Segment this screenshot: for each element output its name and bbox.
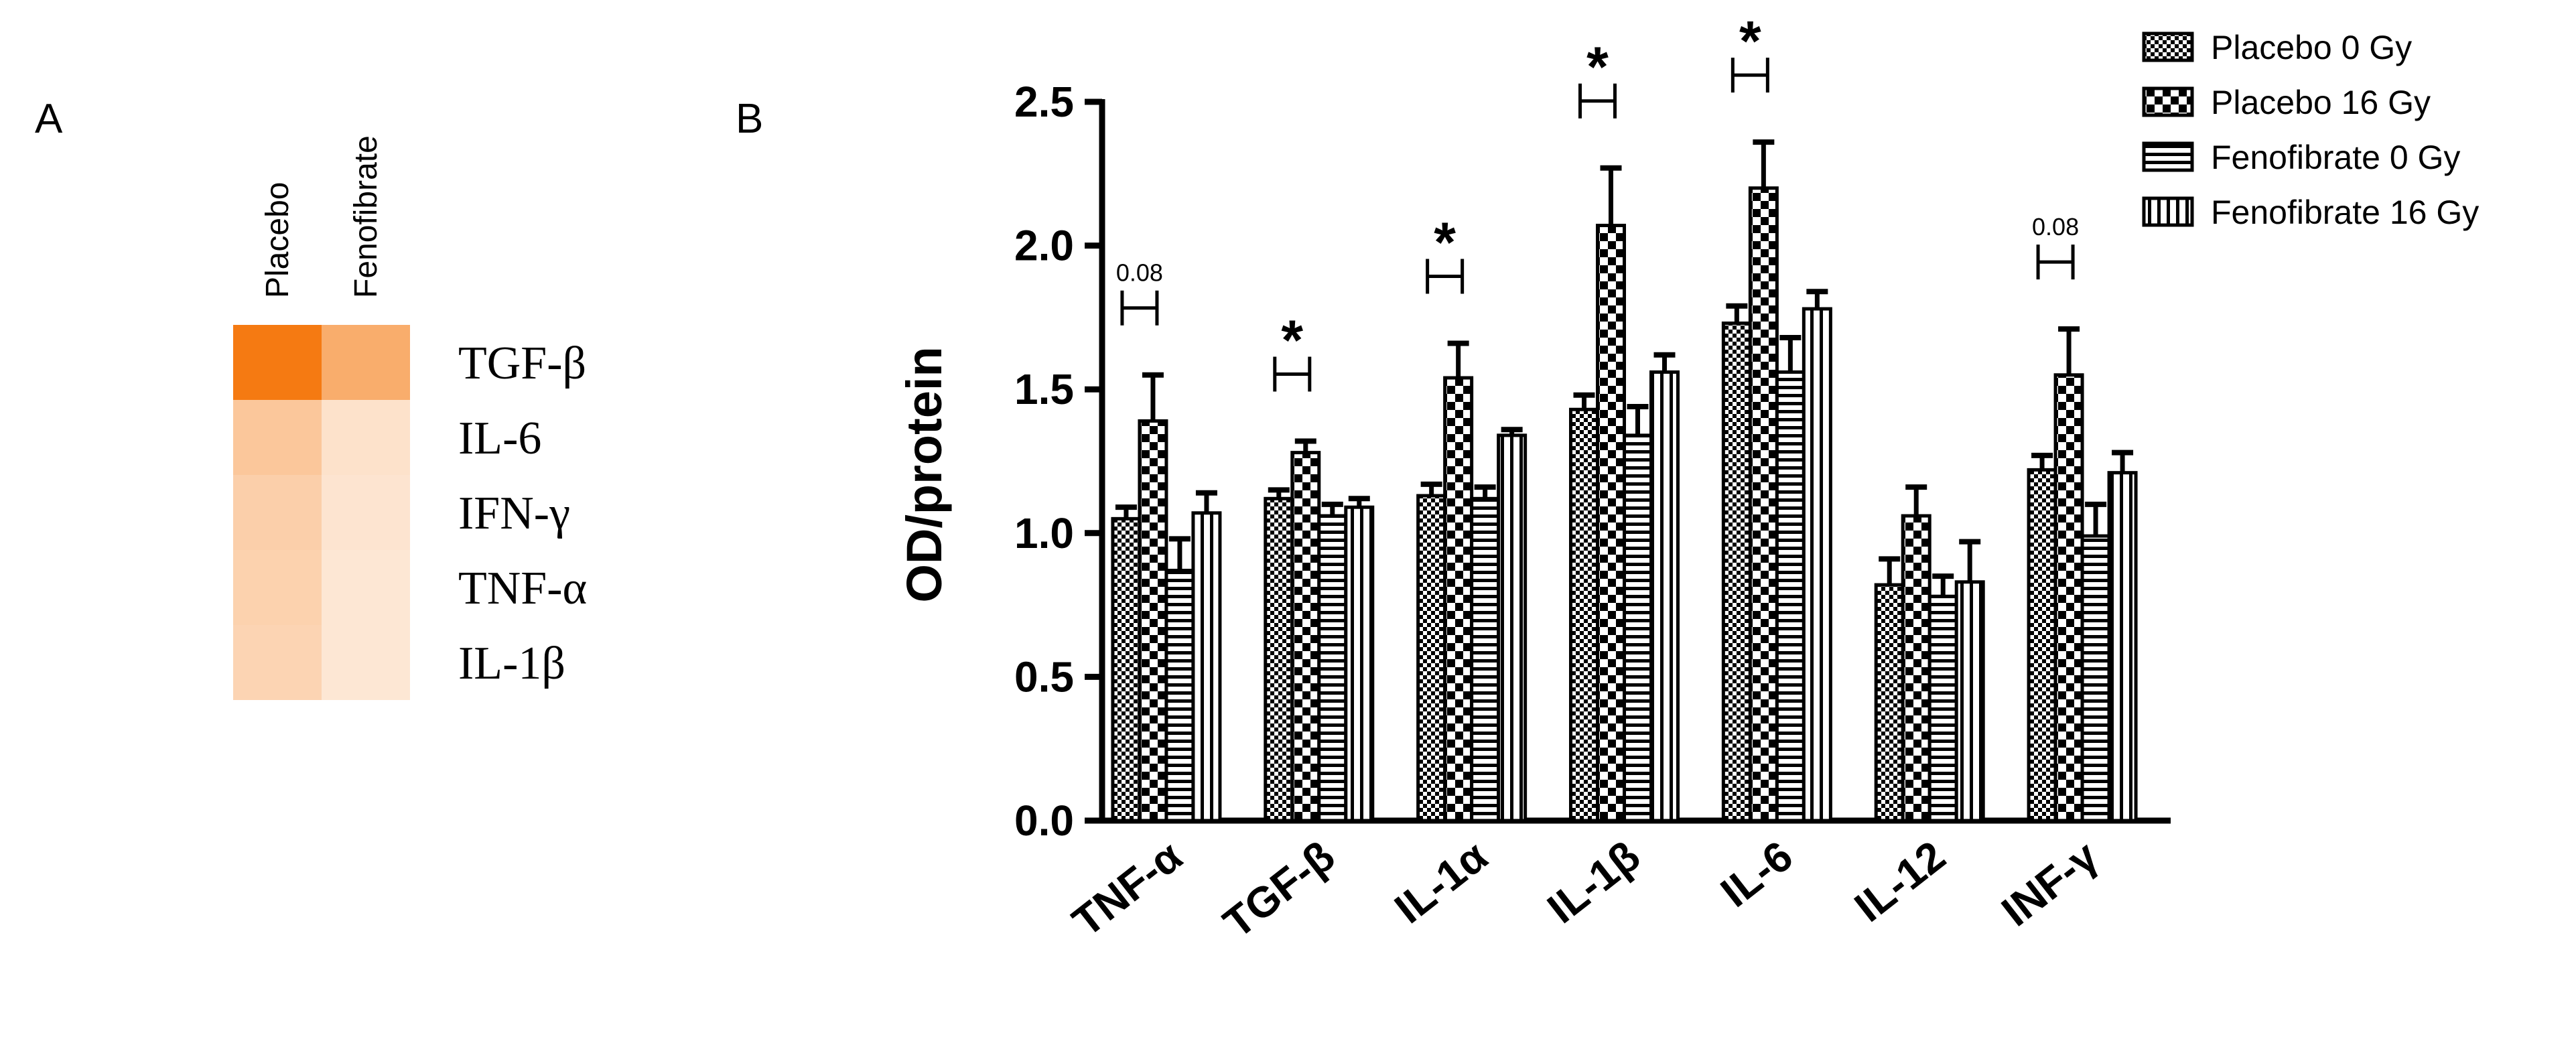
bar (1721, 321, 1752, 823)
legend-label: Placebo 0 Gy (2211, 29, 2412, 66)
heatmap-cell (322, 475, 410, 550)
bar (2053, 373, 2084, 823)
heatmap-cell (233, 625, 322, 700)
bar (1901, 514, 1931, 823)
y-tick-label: 1.5 (1014, 365, 1074, 413)
heatmap-cell (322, 400, 410, 475)
y-tick-label: 2.5 (1014, 78, 1074, 126)
bar-chart: 0.0 0.5 1.0 1.5 2.0 2.5 OD/protein TNF-α TGF-β IL… (896, 9, 2171, 947)
bar (1290, 451, 1321, 823)
heatmap-cell (233, 475, 322, 550)
x-tick-label: TNF-α (1063, 831, 1191, 946)
bar (1344, 505, 1375, 823)
y-tick-label: 2.0 (1014, 222, 1074, 270)
bar (1802, 307, 1832, 823)
bar (1649, 370, 1680, 823)
bar (2080, 534, 2111, 823)
legend-label: Fenofibrate 0 Gy (2211, 139, 2460, 176)
heatmap-cell (233, 400, 322, 475)
bar (1954, 580, 1985, 823)
x-tick-label: IL-12 (1846, 831, 1954, 931)
significance-label: * (1586, 36, 1609, 98)
x-tick-label: INF-γ (1992, 831, 2107, 935)
legend-label: Placebo 16 Gy (2211, 84, 2431, 121)
bar (1874, 583, 1905, 823)
heatmap-row-label: TNF-α (458, 563, 587, 614)
legend-swatch (2142, 86, 2194, 117)
heatmap-column-label: Fenofibrate (348, 135, 384, 298)
bar (1317, 514, 1348, 823)
heatmap-row-label: IL-1β (458, 638, 565, 689)
x-tick-label: IL-6 (1712, 831, 1802, 916)
heatmap-row-label: TGF-β (458, 338, 586, 389)
heatmap-row-label: IFN-γ (458, 488, 570, 539)
x-tick-label: IL-1α (1385, 831, 1496, 932)
heatmap-cell (322, 325, 410, 400)
significance-label: 0.08 (2032, 213, 2079, 240)
y-tick-label: 0.5 (1014, 652, 1074, 701)
bar (1927, 594, 1958, 823)
bar (1748, 186, 1779, 823)
panel-b-letter: B (736, 96, 763, 142)
heatmap-cell (233, 325, 322, 400)
heatmap-cell (322, 550, 410, 625)
bar (1775, 370, 1806, 823)
heatmap-row-label: IL-6 (458, 413, 541, 464)
bar (1164, 569, 1195, 823)
bar (1470, 496, 1501, 823)
legend-swatch (2142, 196, 2194, 227)
bar (1264, 496, 1294, 823)
bar (1596, 224, 1626, 823)
x-tick-label: TGF-β (1215, 831, 1344, 947)
legend: Placebo 0 Gy Placebo 16 Gy Fenofibrate 0 G… (2142, 29, 2479, 231)
bar (1497, 433, 1528, 823)
significance-label: 0.08 (1116, 259, 1163, 287)
bar (2027, 468, 2057, 823)
y-axis-label: OD/protein (896, 346, 952, 602)
y-tick-label: 0.0 (1014, 796, 1074, 845)
significance-label: * (1739, 9, 1761, 72)
heatmap-cell (233, 550, 322, 625)
heatmap-column-label: Placebo (260, 182, 295, 298)
bar (1191, 511, 1222, 823)
x-tick-label: IL-1β (1538, 831, 1649, 932)
legend-swatch (2142, 141, 2194, 172)
bar (1416, 494, 1447, 823)
significance-label: * (1281, 308, 1303, 371)
legend-swatch (2142, 31, 2194, 62)
bar (2107, 471, 2138, 823)
bar (1569, 407, 1599, 823)
heatmap-cell (322, 625, 410, 700)
bar (1443, 376, 1474, 823)
bar (1111, 516, 1142, 823)
y-tick-label: 1.0 (1014, 509, 1074, 557)
panel-a-letter: A (35, 96, 63, 142)
bar (1138, 419, 1168, 823)
legend-label: Fenofibrate 16 Gy (2211, 194, 2479, 231)
heatmap: TGF-β IL-6 IFN-γ TNF-α IL-1β Placebo Fenofibra… (233, 135, 587, 700)
significance-label: * (1434, 211, 1456, 274)
bar (1623, 433, 1653, 823)
